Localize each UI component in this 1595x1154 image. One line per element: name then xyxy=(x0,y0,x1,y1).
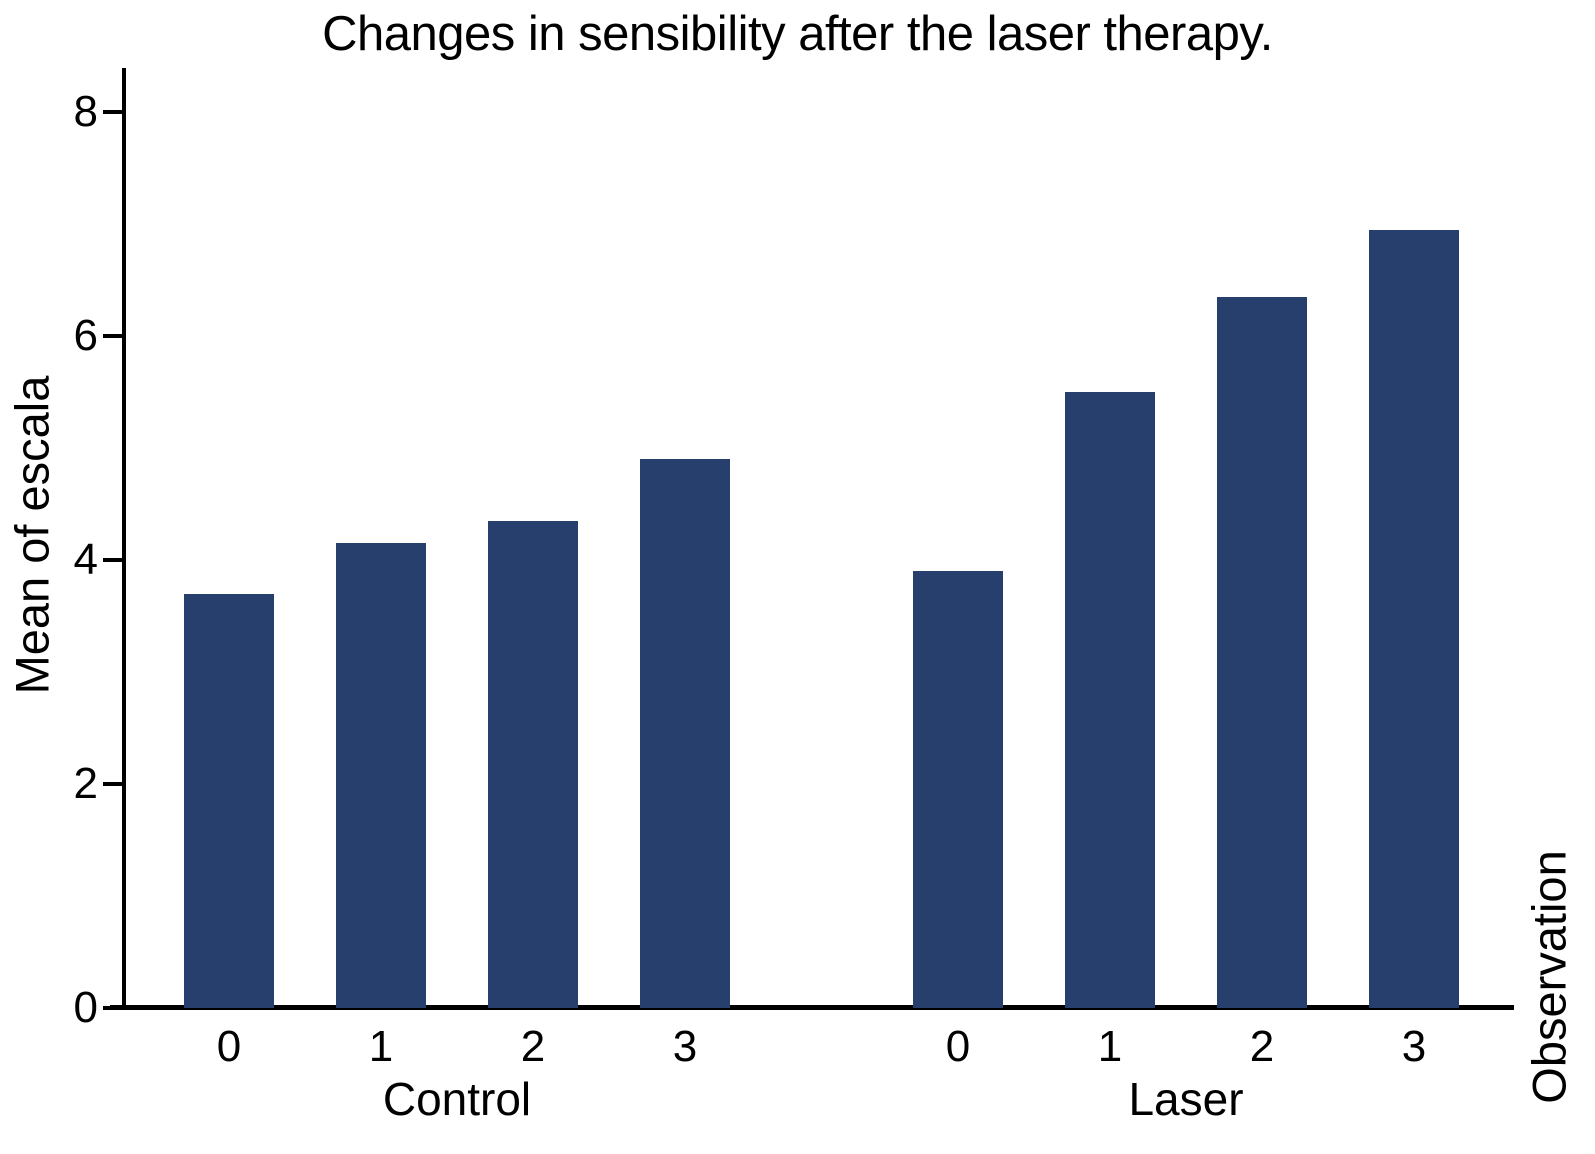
x-tick-label: 1 xyxy=(368,1022,394,1071)
bar-laser-3 xyxy=(1369,230,1459,1008)
y-tick-label: 2 xyxy=(73,759,98,808)
group-label-laser: Laser xyxy=(1128,1073,1244,1125)
y-tick-label: 6 xyxy=(73,311,98,360)
y-tick-mark xyxy=(103,110,125,114)
y-tick-mark xyxy=(103,334,125,338)
x-tick-label: 0 xyxy=(216,1022,242,1071)
y-tick-mark xyxy=(103,558,125,562)
y-tick-label: 8 xyxy=(73,87,98,136)
x-tick-label: 2 xyxy=(520,1022,546,1071)
bar-control-2 xyxy=(488,521,578,1008)
x-tick-label: 1 xyxy=(1097,1022,1123,1071)
y-axis-title: Mean of escala xyxy=(5,375,59,695)
y-tick-mark xyxy=(103,782,125,786)
bar-laser-1 xyxy=(1065,392,1155,1008)
x-tick-label: 3 xyxy=(672,1022,698,1071)
y-tick-mark xyxy=(103,1006,125,1010)
y-tick-label: 4 xyxy=(73,535,98,584)
y-axis-line xyxy=(122,68,126,1008)
x-tick-label: 2 xyxy=(1249,1022,1275,1071)
chart-title: Changes in sensibility after the laser t… xyxy=(322,7,1273,61)
x-tick-label: 0 xyxy=(945,1022,971,1071)
x-axis-title: Observation xyxy=(1522,850,1576,1104)
x-tick-label: 3 xyxy=(1401,1022,1427,1071)
bar-control-3 xyxy=(640,459,730,1008)
bar-control-0 xyxy=(184,594,274,1008)
y-tick-label: 0 xyxy=(73,983,98,1032)
bar-control-1 xyxy=(336,543,426,1008)
bar-laser-0 xyxy=(913,571,1003,1008)
group-label-control: Control xyxy=(382,1073,532,1125)
x-axis-line xyxy=(110,1005,1514,1010)
bar-laser-2 xyxy=(1217,297,1307,1008)
